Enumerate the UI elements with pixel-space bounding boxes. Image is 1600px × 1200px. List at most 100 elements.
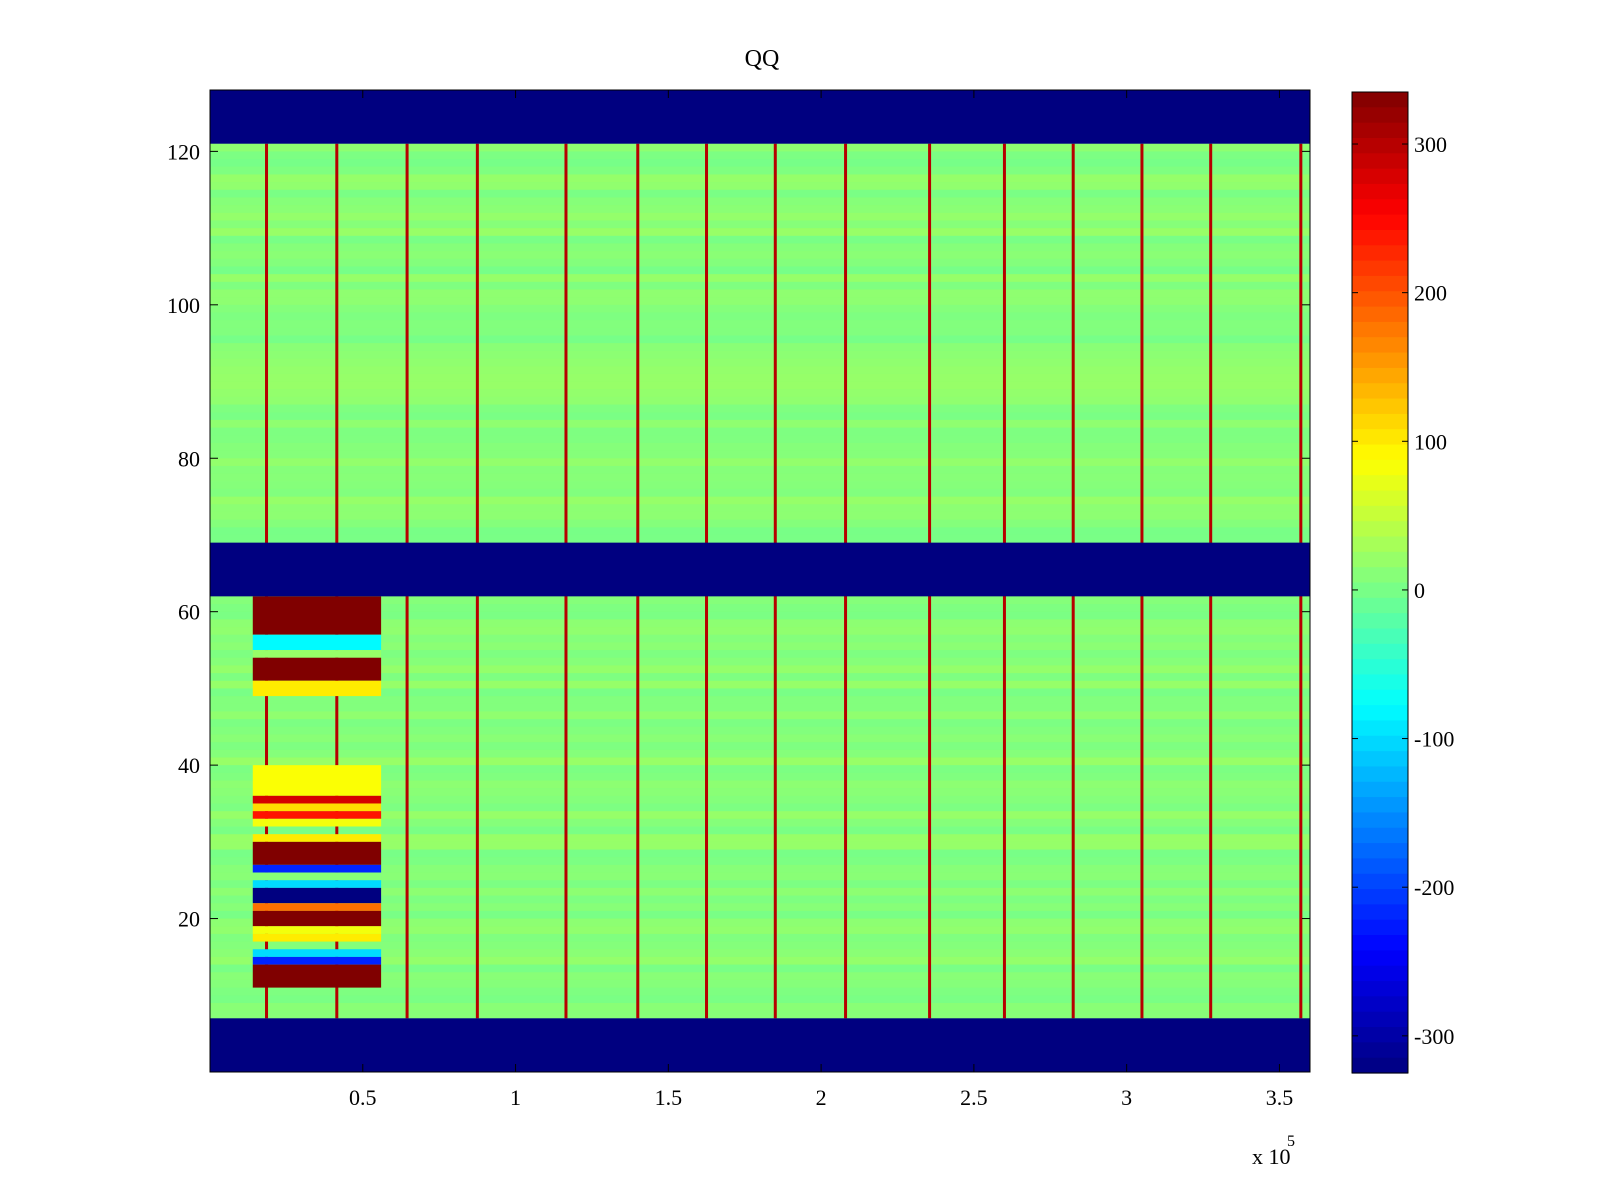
colorbar-segment bbox=[1352, 781, 1408, 798]
x-tick-label: 3.5 bbox=[1266, 1085, 1294, 1110]
colorbar-segment bbox=[1352, 965, 1408, 982]
colorbar-segment bbox=[1352, 245, 1408, 262]
colorbar-segment bbox=[1352, 659, 1408, 676]
heatmap-row bbox=[210, 803, 1310, 812]
heatmap-anomaly-row bbox=[252, 880, 382, 888]
heatmap-row bbox=[210, 642, 1310, 651]
colorbar-segment bbox=[1352, 490, 1408, 507]
heatmap-row bbox=[210, 926, 1310, 934]
heatmap-anomaly-row bbox=[252, 949, 382, 957]
heatmap-row bbox=[210, 941, 1310, 950]
heatmap-row bbox=[210, 849, 1310, 858]
heatmap-row bbox=[210, 335, 1310, 344]
heatmap-row bbox=[210, 304, 1310, 313]
heatmap-row bbox=[210, 719, 1310, 727]
heatmap-row bbox=[210, 274, 1310, 282]
heatmap-row bbox=[210, 166, 1310, 175]
x-axis-multiplier: x 10 5 bbox=[1252, 1133, 1295, 1169]
colorbar-tick-label: 300 bbox=[1414, 132, 1447, 157]
heatmap-row bbox=[210, 864, 1310, 873]
colorbar-tick-label: -300 bbox=[1414, 1024, 1454, 1049]
colorbar-segment bbox=[1352, 168, 1408, 185]
heatmap-row bbox=[210, 726, 1310, 735]
heatmap-row bbox=[210, 650, 1310, 658]
heatmap-row bbox=[210, 703, 1310, 712]
heatmap-row bbox=[210, 903, 1310, 911]
colorbar-segment bbox=[1352, 904, 1408, 921]
heatmap-row bbox=[210, 343, 1310, 351]
heatmap-row bbox=[210, 212, 1310, 221]
heatmap-row bbox=[210, 496, 1310, 505]
heatmap-anomaly-row bbox=[252, 864, 382, 873]
heatmap-plot-area: 0.5 1 1.5 2 2.5 3 3.5 20 40 60 80 100 120 bbox=[167, 89, 1311, 1110]
y-tick-label: 120 bbox=[167, 139, 200, 164]
colorbar-segment bbox=[1352, 398, 1408, 415]
heatmap-saturated-band bbox=[210, 1018, 1310, 1072]
heatmap-row bbox=[210, 327, 1310, 336]
colorbar-segment bbox=[1352, 275, 1408, 292]
colorbar-segment bbox=[1352, 735, 1408, 752]
heatmap-row bbox=[210, 872, 1310, 881]
colorbar-segment bbox=[1352, 199, 1408, 216]
heatmap-row bbox=[210, 473, 1310, 482]
colorbar-segment bbox=[1352, 291, 1408, 308]
colorbar-tick-label: 100 bbox=[1414, 429, 1447, 454]
colorbar-segment bbox=[1352, 1057, 1408, 1074]
heatmap-row bbox=[210, 396, 1310, 405]
heatmap-row bbox=[210, 880, 1310, 888]
heatmap-row bbox=[210, 826, 1310, 835]
heatmap-row bbox=[210, 450, 1310, 459]
heatmap-row bbox=[210, 381, 1310, 390]
heatmap-anomaly-row bbox=[252, 910, 382, 927]
heatmap-row bbox=[210, 220, 1310, 229]
heatmap-row bbox=[210, 933, 1310, 942]
heatmap-row bbox=[210, 949, 1310, 957]
heatmap-row bbox=[210, 289, 1310, 298]
heatmap-row bbox=[210, 841, 1310, 850]
heatmap-row bbox=[210, 534, 1310, 543]
heatmap-row bbox=[210, 228, 1310, 236]
heatmap-anomaly-row bbox=[252, 956, 382, 965]
heatmap-row bbox=[210, 964, 1310, 973]
colorbar-segment bbox=[1352, 107, 1408, 124]
heatmap-row bbox=[210, 910, 1310, 919]
heatmap-anomaly-row bbox=[252, 596, 382, 635]
heatmap-row bbox=[210, 757, 1310, 766]
colorbar-segment bbox=[1352, 429, 1408, 446]
heatmap-anomaly-row bbox=[252, 926, 382, 934]
colorbar-segment bbox=[1352, 413, 1408, 430]
heatmap-row bbox=[210, 956, 1310, 965]
heatmap-anomaly-row bbox=[252, 834, 382, 842]
colorbar-segment bbox=[1352, 705, 1408, 722]
y-axis: 20 40 60 80 100 120 bbox=[167, 139, 1310, 932]
x-tick-label: 0.5 bbox=[349, 1085, 377, 1110]
y-tick-label: 60 bbox=[178, 600, 200, 625]
y-tick-label: 100 bbox=[167, 293, 200, 318]
heatmap-row bbox=[210, 197, 1310, 206]
colorbar-segment bbox=[1352, 674, 1408, 691]
heatmap-row bbox=[210, 611, 1310, 620]
heatmap-row bbox=[210, 373, 1310, 382]
heatmap-saturated-band bbox=[210, 90, 1310, 144]
colorbar-tick-label: 0 bbox=[1414, 578, 1425, 603]
colorbar-segment bbox=[1352, 613, 1408, 630]
heatmap-row bbox=[210, 251, 1310, 259]
x-axis-multiplier-exponent: 5 bbox=[1287, 1133, 1295, 1150]
heatmap-row bbox=[210, 458, 1310, 466]
heatmap-anomaly-row bbox=[252, 634, 382, 651]
heatmap-row bbox=[210, 673, 1310, 681]
heatmap-saturated-band bbox=[210, 542, 1310, 597]
colorbar-segment bbox=[1352, 643, 1408, 660]
heatmap-row bbox=[210, 627, 1310, 635]
heatmap-row bbox=[210, 488, 1310, 497]
colorbar-segment bbox=[1352, 521, 1408, 538]
heatmap-row bbox=[210, 995, 1310, 1003]
heatmap-row bbox=[210, 243, 1310, 252]
heatmap-row bbox=[210, 857, 1310, 865]
heatmap-row bbox=[210, 358, 1310, 367]
heatmap-row bbox=[210, 772, 1310, 781]
x-tick-label: 2 bbox=[816, 1085, 827, 1110]
heatmap-row bbox=[210, 1010, 1310, 1019]
heatmap-row bbox=[210, 634, 1310, 643]
heatmap-row bbox=[210, 174, 1310, 183]
